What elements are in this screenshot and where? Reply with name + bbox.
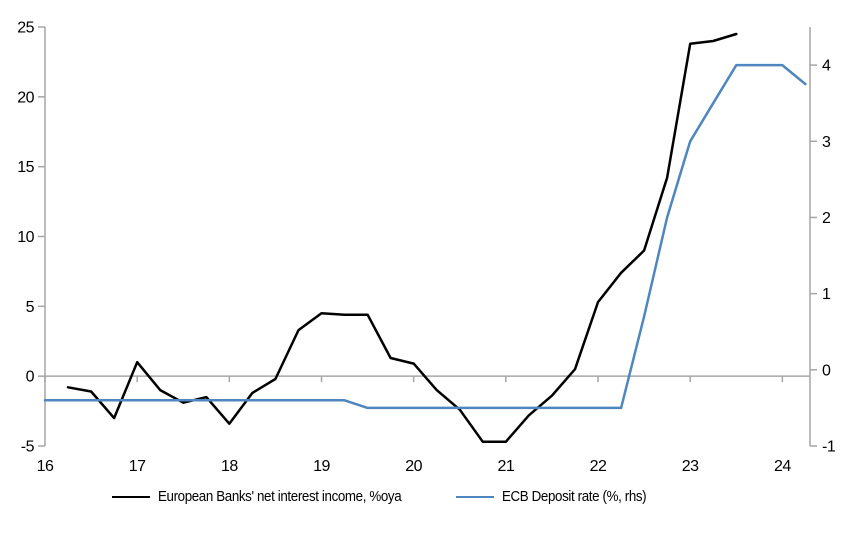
x-axis-tick-label: 22 <box>590 458 607 475</box>
x-axis-tick-label: 20 <box>405 458 422 475</box>
nii-line <box>66 32 738 444</box>
left-axis-tick-label: 15 <box>17 159 34 176</box>
right-axis-tick-label: -1 <box>822 439 836 456</box>
right-axis-tick-label: 2 <box>822 210 831 227</box>
deposit-rate-legend-label: ECB Deposit rate (%, rhs) <box>502 489 647 505</box>
left-axis-tick-label: 0 <box>26 369 35 386</box>
ecb-deposit-rate-line <box>43 63 807 410</box>
x-axis-tick-label: 21 <box>497 458 514 475</box>
left-axis-tick-label: 20 <box>17 89 34 106</box>
right-axis-tick-label: 1 <box>822 286 831 303</box>
right-axis-tick-label: 4 <box>822 58 831 75</box>
x-axis-tick-label: 17 <box>129 458 146 475</box>
left-axis-tick-label: 10 <box>17 229 34 246</box>
left-axis-tick-label: 5 <box>26 299 35 316</box>
legend-item-deposit-rate: ECB Deposit rate (%, rhs) <box>456 489 659 505</box>
chart-legend: European Banks' net interest income, %oy… <box>112 489 659 505</box>
x-axis-tick-label: 16 <box>37 458 54 475</box>
right-axis-tick-label: 0 <box>822 362 831 379</box>
x-axis-tick-label: 19 <box>313 458 330 475</box>
deposit-rate-line-swatch <box>456 495 495 499</box>
x-axis-tick-label: 18 <box>221 458 238 475</box>
right-axis-tick-label: 3 <box>822 134 831 151</box>
nii-line-swatch <box>112 495 150 499</box>
left-axis-tick-label: 25 <box>17 20 34 37</box>
nii-legend-label: European Banks' net interest income, %oy… <box>158 489 402 505</box>
left-axis-tick-label: -5 <box>21 439 35 456</box>
x-axis-tick-label: 24 <box>774 458 791 475</box>
legend-item-nii: European Banks' net interest income, %oy… <box>112 489 422 505</box>
x-axis-tick-label: 23 <box>682 458 699 475</box>
